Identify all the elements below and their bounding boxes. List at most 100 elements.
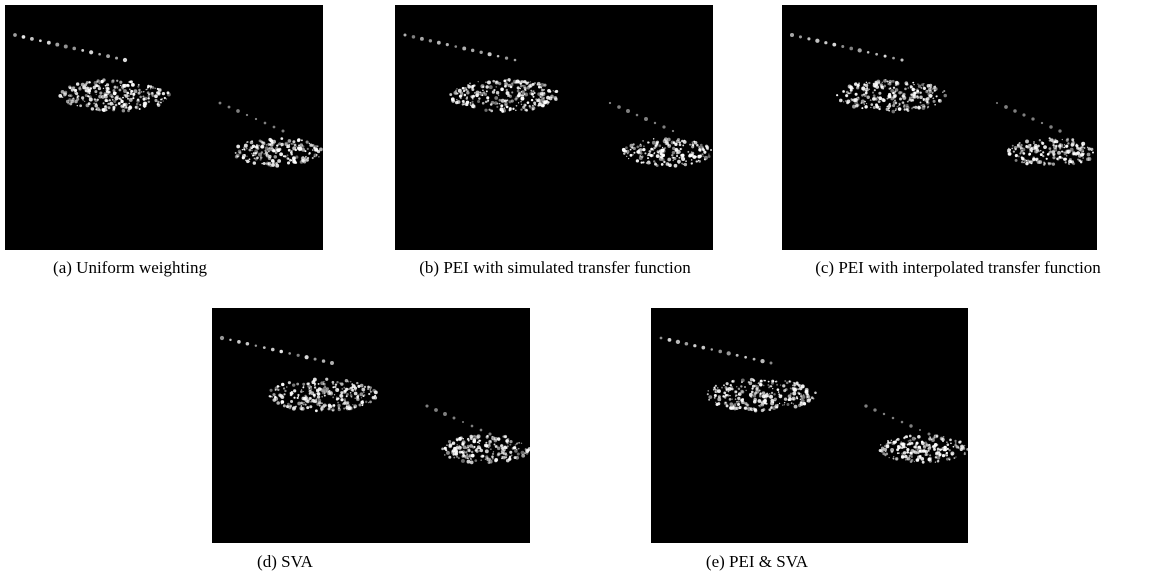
speckle — [917, 435, 921, 439]
speckle — [1015, 154, 1018, 157]
speckle — [297, 397, 299, 399]
image-panel — [212, 308, 530, 543]
speckle — [466, 96, 468, 98]
speckle — [1062, 157, 1063, 158]
speckle — [807, 37, 810, 40]
speckle — [524, 89, 526, 91]
speckle — [279, 350, 283, 354]
speckle — [771, 392, 773, 394]
speckle — [1059, 148, 1061, 150]
speckle — [764, 394, 768, 398]
speckle — [514, 456, 517, 459]
speckle — [332, 386, 334, 388]
speckle — [938, 99, 941, 102]
speckle — [680, 155, 682, 157]
speckle — [658, 144, 661, 147]
speckle — [98, 109, 101, 112]
speckle — [330, 409, 331, 410]
speckle — [943, 449, 945, 451]
speckle — [480, 84, 484, 88]
speckle — [501, 99, 505, 103]
speckle — [966, 448, 968, 451]
speckle — [944, 94, 947, 97]
speckle — [935, 461, 936, 462]
speckle — [281, 403, 282, 404]
speckle — [692, 162, 693, 163]
speckle — [906, 104, 909, 107]
speckle — [120, 85, 121, 86]
speckle — [154, 99, 157, 102]
speckle — [630, 149, 632, 151]
speckle — [505, 439, 509, 443]
speckle — [643, 145, 645, 147]
speckle — [642, 140, 644, 142]
speckle — [636, 146, 639, 149]
speckle — [256, 144, 258, 146]
speckle — [871, 103, 874, 106]
speckle — [540, 96, 542, 98]
speckle — [264, 150, 265, 151]
speckle — [700, 144, 703, 147]
speckle — [727, 394, 729, 396]
speckle — [1081, 154, 1084, 157]
speckle — [729, 398, 732, 401]
speckle — [453, 417, 456, 420]
speckle — [246, 147, 248, 149]
speckle — [471, 451, 473, 453]
speckle — [108, 106, 111, 109]
speckle — [365, 401, 367, 403]
speckle — [913, 84, 914, 85]
speckle — [780, 394, 782, 396]
speckle — [322, 359, 325, 362]
speckle — [923, 86, 924, 87]
speckle — [276, 401, 280, 405]
speckle — [858, 97, 860, 99]
speckle — [472, 103, 474, 105]
speckle — [279, 152, 283, 156]
speckle — [767, 384, 769, 386]
speckle — [459, 451, 462, 454]
speckle — [1042, 151, 1044, 153]
speckle — [157, 93, 159, 95]
speckle — [286, 386, 287, 387]
speckle — [748, 381, 750, 383]
speckle — [527, 101, 530, 104]
speckle — [470, 102, 472, 104]
speckle — [511, 99, 514, 102]
speckle — [496, 106, 498, 108]
speckle — [318, 401, 321, 404]
speckle — [544, 89, 545, 90]
speckle — [449, 443, 453, 447]
speckle — [111, 80, 114, 83]
speckle — [735, 396, 736, 397]
speckle — [94, 84, 97, 87]
speckle — [82, 99, 83, 100]
speckle — [800, 402, 804, 406]
speckle — [484, 93, 487, 96]
speckle — [490, 458, 491, 459]
speckle — [482, 102, 485, 105]
speckle — [1081, 142, 1085, 146]
speckle — [488, 52, 492, 56]
speckle — [13, 33, 17, 37]
speckle — [269, 395, 271, 397]
speckle — [770, 362, 773, 365]
speckle — [340, 391, 343, 394]
speckle — [292, 407, 296, 411]
speckle — [279, 386, 281, 388]
speckle — [760, 359, 764, 363]
speckle — [301, 405, 303, 407]
speckle — [517, 90, 520, 93]
speckle — [294, 144, 297, 147]
speckle — [1038, 160, 1042, 164]
speckle — [852, 87, 854, 89]
speckle — [537, 84, 539, 86]
speckle — [767, 396, 769, 398]
speckle — [921, 83, 924, 86]
speckle — [735, 398, 737, 400]
speckle — [1019, 152, 1021, 154]
speckle — [633, 152, 635, 154]
speckle — [309, 143, 310, 144]
speckle — [501, 457, 503, 459]
speckle — [798, 393, 800, 395]
